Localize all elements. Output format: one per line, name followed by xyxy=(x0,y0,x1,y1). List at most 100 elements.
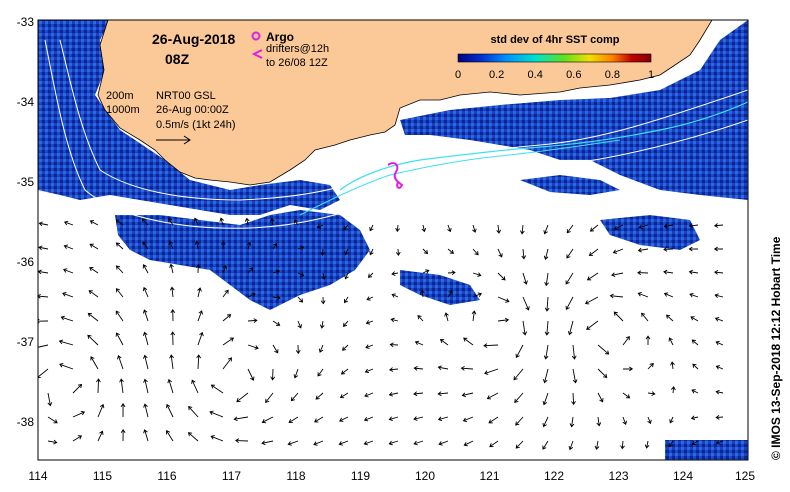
velocity-arrow xyxy=(338,440,349,446)
velocity-arrow xyxy=(191,379,199,394)
velocity-arrow xyxy=(270,368,276,381)
altimetry-label: NRT00 GSL xyxy=(156,90,216,102)
velocity-arrow xyxy=(594,440,600,451)
velocity-arrow xyxy=(713,246,724,252)
velocity-arrow xyxy=(170,309,176,322)
velocity-arrow xyxy=(143,378,149,394)
colorbar-ramp xyxy=(457,53,652,63)
velocity-arrow xyxy=(690,415,699,421)
velocity-arrow xyxy=(343,224,349,231)
velocity-arrow xyxy=(293,368,299,379)
velocity-arrow xyxy=(314,416,324,423)
velocity-arrow xyxy=(566,224,574,234)
x-tick-label: 114 xyxy=(28,469,47,483)
velocity-arrow xyxy=(521,248,527,260)
velocity-arrow xyxy=(165,430,174,442)
velocity-arrow xyxy=(197,287,202,298)
velocity-arrow xyxy=(714,269,724,275)
velocity-arrow xyxy=(167,378,174,394)
velocity-arrow xyxy=(272,295,281,301)
velocity-arrow xyxy=(115,288,124,298)
velocity-arrow xyxy=(568,440,574,451)
velocity-arrow xyxy=(638,224,649,230)
drifter-track xyxy=(387,162,404,189)
velocity-arrow xyxy=(115,265,124,274)
velocity-arrow xyxy=(143,354,149,370)
velocity-arrow xyxy=(692,363,699,370)
velocity-arrow xyxy=(637,270,649,276)
velocity-arrow xyxy=(142,309,149,322)
velocity-arrow xyxy=(542,368,549,384)
velocity-arrow xyxy=(38,293,49,299)
colorbar-tick: 0.4 xyxy=(528,69,543,81)
velocity-arrow xyxy=(668,337,674,346)
velocity-arrow xyxy=(187,432,199,442)
velocity-arrow xyxy=(319,320,325,329)
x-tick-label: 118 xyxy=(286,469,305,483)
velocity-arrow xyxy=(460,365,474,371)
velocity-arrow xyxy=(196,354,202,370)
velocity-arrow xyxy=(497,317,510,323)
velocity-arrow xyxy=(247,292,256,298)
velocity-arrow xyxy=(486,392,499,400)
velocity-arrow xyxy=(365,320,374,325)
velocity-arrow xyxy=(489,440,499,448)
velocity-arrow xyxy=(63,220,74,226)
velocity-arrow xyxy=(388,416,399,422)
velocity-arrow xyxy=(117,355,124,370)
velocity-arrow xyxy=(236,392,249,403)
velocity-arrow xyxy=(367,272,374,278)
velocity-arrow xyxy=(188,405,199,418)
velocity-arrow xyxy=(588,248,599,257)
velocity-arrow xyxy=(565,272,574,285)
velocity-arrow xyxy=(391,293,399,298)
velocity-arrow xyxy=(388,367,399,372)
velocity-arrow xyxy=(47,416,58,424)
velocity-arrow xyxy=(115,310,124,322)
velocity-arrow xyxy=(193,217,199,226)
velocity-arrow xyxy=(597,368,608,378)
velocity-arrow xyxy=(318,344,324,353)
velocity-arrow xyxy=(565,296,574,311)
velocity-arrow xyxy=(715,414,724,420)
velocity-arrow xyxy=(519,224,525,235)
velocity-arrow xyxy=(497,296,510,303)
velocity-arrow xyxy=(437,416,449,422)
velocity-arrow xyxy=(233,416,249,422)
velocity-arrow xyxy=(222,314,232,322)
velocity-arrow xyxy=(339,416,349,422)
velocity-arrow xyxy=(437,365,449,371)
x-tick-label: 119 xyxy=(351,469,370,483)
x-tick-label: 120 xyxy=(415,469,435,483)
velocity-arrow xyxy=(715,365,724,370)
velocity-arrow xyxy=(297,245,305,251)
velocity-arrow xyxy=(197,310,203,322)
velocity-arrow xyxy=(439,339,449,346)
velocity-arrow xyxy=(622,392,631,399)
velocity-arrow xyxy=(584,296,599,305)
velocity-arrow xyxy=(663,269,674,275)
velocity-arrow xyxy=(388,391,399,397)
velocity-arrow xyxy=(97,403,105,418)
sst-field xyxy=(38,20,748,460)
velocity-arrow xyxy=(644,440,650,449)
velocity-arrow xyxy=(612,248,624,254)
info-block: 200m 1000m NRT00 GSL 26-Aug 00:00Z 0.5m/… xyxy=(106,90,235,145)
velocity-arrow xyxy=(663,246,674,252)
velocity-arrow xyxy=(447,248,454,254)
velocity-arrow xyxy=(566,248,574,259)
colorbar-tick: 0.8 xyxy=(605,69,620,81)
depth-contours xyxy=(44,39,748,229)
velocity-arrow xyxy=(388,440,399,446)
velocity-arrow xyxy=(168,217,174,226)
velocity-arrow xyxy=(622,366,634,372)
argo-marker-icon xyxy=(251,31,261,41)
velocity-arrow xyxy=(87,312,99,322)
velocity-arrow xyxy=(413,366,424,371)
velocity-arrow xyxy=(472,292,483,298)
velocity-arrow xyxy=(542,440,549,450)
velocity-arrow xyxy=(210,435,224,442)
velocity-arrow xyxy=(197,331,204,346)
velocity-arrow xyxy=(313,440,324,446)
velocity-arrow xyxy=(417,315,424,322)
